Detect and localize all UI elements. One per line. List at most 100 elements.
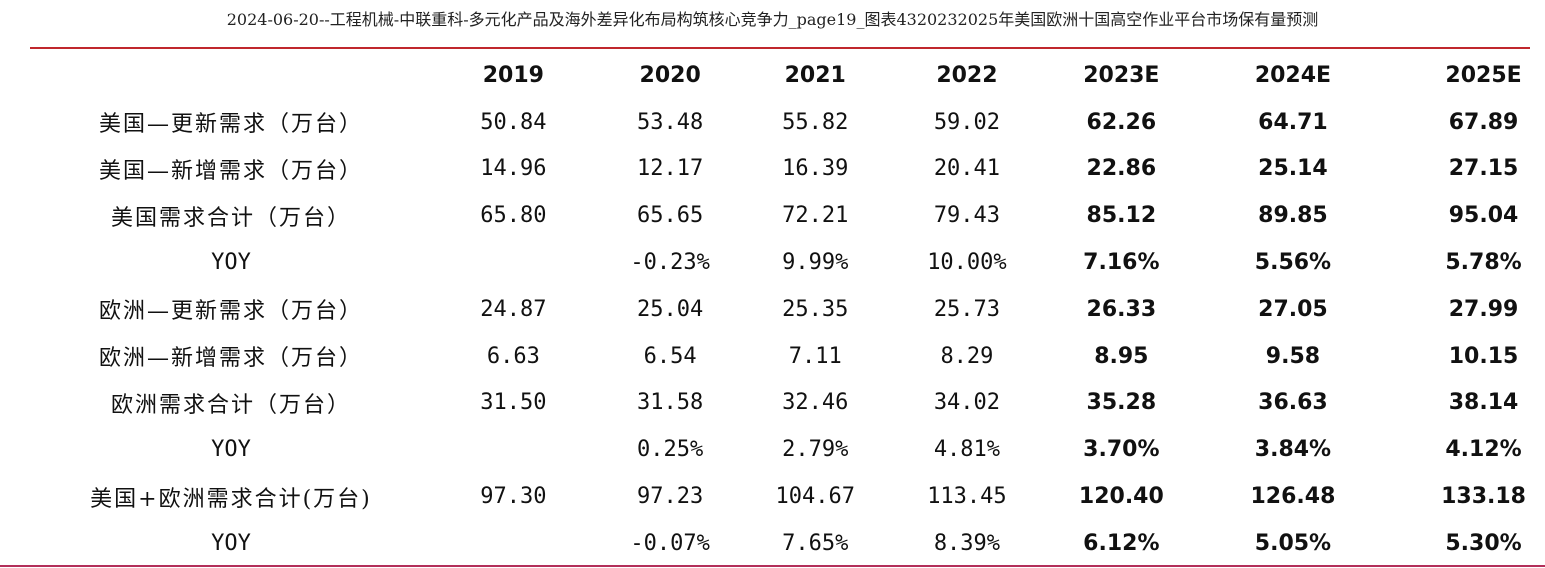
table-cell: 97.30 [480,484,547,510]
row-label: 欧洲—更新需求（万台） [98,299,363,325]
table-cell-estimate: 95.04 [1448,203,1519,229]
row-label: 美国—更新需求（万台） [98,112,363,138]
table-cell: 24.87 [480,296,547,322]
table-row: 欧洲需求合计（万台） 31.50 31.58 32.46 34.02 35.28 36.63… [0,380,1545,427]
table-cell: 50.84 [480,109,547,135]
table-cell-estimate: 35.28 [1086,390,1157,416]
table-cell [462,426,565,473]
table-cell: 97.23 [637,484,704,510]
table-cell-estimate: 5.30% [1445,530,1522,556]
table-row: YOY -0.23% 9.99% 10.00% 7.16% 5.56% 5.78% [0,239,1545,286]
header-cell-label [0,52,462,99]
table-cell-estimate: 36.63 [1258,390,1328,416]
table-row: YOY -0.07% 7.65% 8.39% 6.12% 5.05% 5.30% [0,520,1545,567]
row-label: 美国需求合计（万台） [110,205,351,231]
table-cell: 32.46 [782,390,849,416]
table-cell: 31.58 [637,390,704,416]
table-cell: 14.96 [480,156,547,182]
table-row: 美国—更新需求（万台） 50.84 53.48 55.82 59.02 62.26 64.7… [0,99,1545,146]
table-cell: -0.07% [630,530,710,556]
row-label: YOY [211,250,251,276]
table-cell-estimate: 27.15 [1448,156,1519,182]
table-cell-estimate: 26.33 [1086,296,1157,322]
table-row: 美国需求合计（万台） 65.80 65.65 72.21 79.43 85.12 89.85… [0,192,1545,239]
table-cell: 20.41 [933,156,1001,182]
table-cell-estimate: 89.85 [1258,203,1328,229]
table-cell: 25.73 [933,296,1001,322]
header-cell-2023e: 2023E [1083,62,1160,88]
table-cell: 72.21 [782,203,849,229]
table-row: YOY 0.25% 2.79% 4.81% 3.70% 3.84% 4.12% [0,426,1545,473]
table-cell-estimate: 120.40 [1078,484,1164,510]
table-body: 美国—更新需求（万台） 50.84 53.48 55.82 59.02 62.26 64.7… [0,99,1545,567]
table-cell: 34.02 [933,390,1001,416]
header-cell-2020: 2020 [639,62,701,88]
table-cell: 16.39 [782,156,849,182]
table-cell-estimate: 67.89 [1448,109,1519,135]
table-cell-estimate: 64.71 [1258,109,1328,135]
row-label: 美国—新增需求（万台） [98,158,363,184]
table-cell-estimate: 85.12 [1086,203,1157,229]
table-cell-estimate: 4.12% [1445,437,1522,463]
table-cell-estimate: 8.95 [1094,343,1149,369]
top-divider [30,47,1530,49]
table-cell: 25.35 [782,296,849,322]
table-row: 欧洲—更新需求（万台） 24.87 25.04 25.35 25.73 26.33 27.0… [0,286,1545,333]
table-cell-estimate: 6.12% [1083,530,1160,556]
table-cell-estimate: 9.58 [1265,343,1321,369]
table-cell: 8.39% [933,530,1001,556]
table-cell: 79.43 [933,203,1001,229]
table-cell-estimate: 62.26 [1086,109,1157,135]
table-row: 美国+欧洲需求合计(万台) 97.30 97.23 104.67 113.45 120.4… [0,473,1545,520]
table-cell: 2.79% [782,437,849,463]
table-cell: 65.65 [637,203,704,229]
table-cell: 7.11 [788,343,842,369]
demand-forecast-table: 2019 2020 2021 2022 2023E 2024E 2025E 美国… [0,52,1545,567]
table-cell: 25.04 [637,296,704,322]
header-cell-2025e: 2025E [1445,62,1522,88]
table-cell [462,520,565,567]
table-row: 美国—新增需求（万台） 14.96 12.17 16.39 20.41 22.86 25.1… [0,146,1545,193]
bottom-divider [0,565,1545,567]
table-cell-estimate: 5.05% [1254,530,1332,556]
header-cell-2019: 2019 [482,62,544,88]
table-cell-estimate: 3.70% [1083,437,1160,463]
table-cell: 6.63 [486,343,540,369]
row-label: 美国+欧洲需求合计(万台) [90,486,372,512]
table-cell-estimate: 133.18 [1441,484,1526,510]
table-cell: 59.02 [933,109,1001,135]
table-cell: 65.80 [480,203,547,229]
table-cell-estimate: 25.14 [1258,156,1328,182]
table-cell-estimate: 27.05 [1258,296,1328,322]
row-label: YOY [211,530,251,556]
table-cell: 12.17 [637,156,704,182]
table-cell-estimate: 27.99 [1448,296,1519,322]
table-cell-estimate: 10.15 [1448,343,1519,369]
table-cell: -0.23% [630,250,710,276]
table-cell-estimate: 3.84% [1254,437,1332,463]
table-cell: 31.50 [480,390,547,416]
table-cell: 4.81% [933,437,1001,463]
table-cell: 104.67 [775,484,855,510]
table-cell-estimate: 22.86 [1086,156,1157,182]
table-header-row: 2019 2020 2021 2022 2023E 2024E 2025E [0,52,1545,99]
document-title: 2024-06-20--工程机械-中联重科-多元化产品及海外差异化布局构筑核心竞… [226,10,1319,29]
header-cell-2022: 2022 [936,62,998,88]
table-cell-estimate: 7.16% [1083,250,1160,276]
table-cell: 55.82 [782,109,849,135]
table-cell: 6.54 [643,343,697,369]
table-cell: 8.29 [940,343,994,369]
table-cell-estimate: 5.78% [1445,250,1522,276]
row-label: 欧洲—新增需求（万台） [98,346,363,372]
table-cell-estimate: 126.48 [1250,484,1336,510]
header-cell-2024e: 2024E [1254,62,1332,88]
row-label: YOY [211,437,251,463]
row-label: 欧洲需求合计（万台） [110,392,351,418]
table-cell: 7.65% [782,530,849,556]
table-cell: 113.45 [927,484,1007,510]
table-cell [462,239,565,286]
table-cell-estimate: 38.14 [1448,390,1519,416]
table-cell: 53.48 [637,109,704,135]
table-cell: 9.99% [782,250,849,276]
table-row: 欧洲—新增需求（万台） 6.63 6.54 7.11 8.29 8.95 9.58 10.15 [0,333,1545,380]
